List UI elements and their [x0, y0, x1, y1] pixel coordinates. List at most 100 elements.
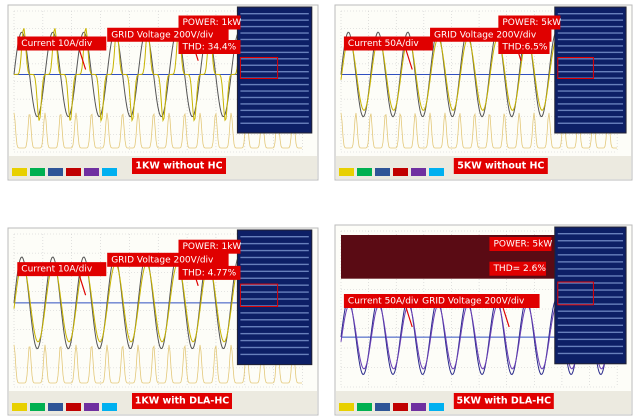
annotation-label: THD= 2.6%	[492, 264, 546, 274]
annotation-label: THD:6.5%	[501, 43, 548, 53]
table-row	[558, 45, 623, 46]
annotation-label: GRID Voltage 200V/div	[434, 30, 537, 40]
table-row	[240, 312, 308, 313]
table-row	[240, 90, 308, 91]
table-row	[240, 264, 308, 265]
table-row	[240, 250, 308, 251]
table-row	[240, 278, 308, 279]
caption: 1KW without HC	[135, 161, 222, 172]
table-row	[240, 298, 308, 299]
channel-tag	[429, 403, 444, 411]
table-row	[240, 71, 308, 72]
table-row	[558, 289, 623, 290]
channel-tag	[411, 168, 426, 176]
table-row	[240, 123, 308, 124]
table-row	[558, 346, 623, 347]
table-row	[558, 254, 623, 255]
table-row	[558, 275, 623, 276]
table-row	[240, 58, 308, 59]
scope-panel: Current 10A/divGRID Voltage 200V/divPOWE…	[8, 228, 318, 415]
caption: 5KW without HC	[457, 161, 544, 172]
channel-tag	[357, 403, 372, 411]
channel-tag	[84, 168, 99, 176]
annotation-label: Current 50A/div	[348, 39, 420, 49]
caption: 5KW with DLA-HC	[457, 396, 552, 407]
table-row	[240, 26, 308, 27]
table-row	[558, 268, 623, 269]
caption: 1KW with DLA-HC	[135, 396, 230, 407]
table-row	[240, 39, 308, 40]
channel-tag	[30, 168, 45, 176]
channel-tag	[339, 403, 354, 411]
annotation-label: Current 50A/div	[348, 297, 420, 307]
channel-tag	[102, 403, 117, 411]
table-row	[240, 13, 308, 14]
table-row	[558, 71, 623, 72]
table-row	[558, 261, 623, 262]
table-row	[240, 52, 308, 53]
channel-tag	[84, 403, 99, 411]
annotation-label: POWER: 5kW	[493, 240, 552, 250]
table-row	[558, 116, 623, 117]
table-row	[240, 284, 308, 285]
table-row	[558, 325, 623, 326]
table-row	[558, 296, 623, 297]
annotation-label: POWER: 1kW	[183, 18, 242, 28]
channel-tag	[375, 168, 390, 176]
channel-tag	[48, 168, 63, 176]
channel-tag	[48, 403, 63, 411]
table-row	[558, 318, 623, 319]
scope-panel: Current 10A/div GRID Voltage 200V/div POWE…	[8, 5, 318, 180]
table-row	[240, 45, 308, 46]
annotation-label: POWER: 5kW	[502, 18, 561, 28]
annotation-label: GRID Voltage 200V/div	[111, 30, 214, 40]
table-row	[240, 257, 308, 258]
table-row	[240, 116, 308, 117]
table-row	[240, 65, 308, 66]
table-row	[558, 58, 623, 59]
table-row	[240, 103, 308, 104]
table-row	[240, 333, 308, 334]
table-row	[240, 32, 308, 33]
table-row	[558, 26, 623, 27]
table-row	[558, 339, 623, 340]
table-row	[240, 354, 308, 355]
channel-tag	[393, 403, 408, 411]
table-row	[558, 310, 623, 311]
table-row	[240, 326, 308, 327]
table-row	[558, 90, 623, 91]
table-row	[558, 353, 623, 354]
table-row	[240, 319, 308, 320]
channel-tag	[12, 168, 27, 176]
channel-tag	[357, 168, 372, 176]
figure: Current 10A/div GRID Voltage 200V/div POWE…	[0, 0, 640, 418]
annotation-label: POWER: 1kW	[183, 242, 242, 252]
channel-tag	[30, 403, 45, 411]
annotation-label: THD: 4.77%	[182, 268, 237, 278]
annotation-label: GRID Voltage 200V/div	[111, 255, 214, 265]
channel-tag	[66, 168, 81, 176]
table-row	[240, 84, 308, 85]
channel-tag	[102, 168, 117, 176]
channel-tag	[429, 168, 444, 176]
table-row	[240, 110, 308, 111]
table-row	[558, 52, 623, 53]
channel-tag	[339, 168, 354, 176]
channel-tag	[411, 403, 426, 411]
table-row	[558, 65, 623, 66]
table-row	[558, 103, 623, 104]
table-row	[558, 32, 623, 33]
channel-tag	[66, 403, 81, 411]
table-row	[240, 236, 308, 237]
channel-tag	[375, 403, 390, 411]
table-row	[558, 39, 623, 40]
scope-panel: Current 50A/div GRID Voltage 200V/div POWE…	[335, 5, 632, 180]
table-row	[558, 110, 623, 111]
table-row	[558, 282, 623, 283]
annotation-label: Current 10A/div	[21, 39, 93, 49]
table-row	[240, 291, 308, 292]
table-row	[240, 347, 308, 348]
table-row	[240, 97, 308, 98]
table-row	[558, 13, 623, 14]
